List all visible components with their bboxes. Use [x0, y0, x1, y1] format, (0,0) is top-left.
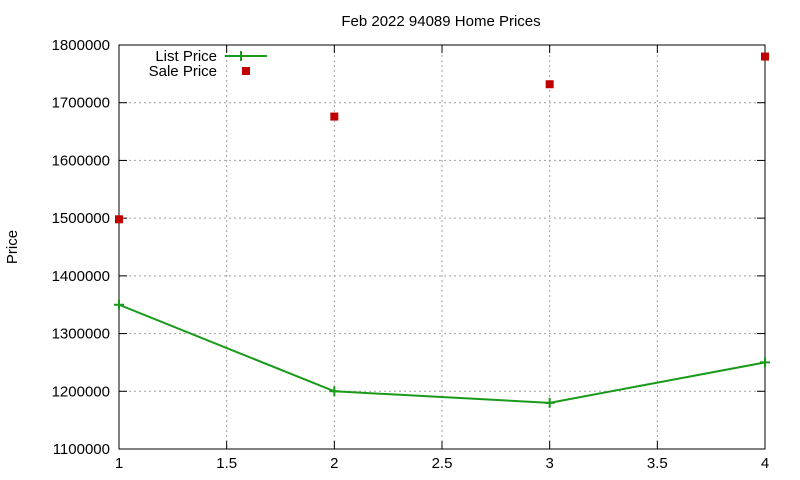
sale-price-point: [115, 215, 123, 224]
legend: List Price Sale Price: [149, 48, 267, 80]
x-tick-label: 3: [545, 455, 553, 472]
sale-price-point: [761, 52, 769, 61]
legend-label-sale-price: Sale Price: [149, 63, 217, 80]
chart-title: Feb 2022 94089 Home Prices: [341, 13, 540, 30]
axis-ticks: 1 1.5 2 2.5 3 3.5 4 1100000 1200000 1300000 140000…: [52, 37, 770, 472]
list-price-point: [760, 357, 770, 368]
x-tick-label: 2.5: [432, 455, 453, 472]
sale-price-point: [545, 80, 554, 89]
legend-swatch-list-price-marker: [236, 51, 246, 61]
y-tick-label: 1700000: [52, 95, 110, 112]
x-tick-label: 3.5: [647, 455, 668, 472]
y-axis-label: Price: [4, 230, 21, 264]
list-price-point: [114, 299, 124, 310]
list-price-point: [544, 397, 555, 408]
x-tick-label: 1.5: [216, 455, 237, 472]
x-tick-label: 1: [115, 455, 123, 472]
y-tick-label: 1100000: [53, 441, 110, 458]
y-tick-label: 1300000: [52, 326, 110, 343]
list-price-point: [329, 386, 340, 397]
series-layer: [114, 52, 770, 408]
y-tick-label: 1400000: [52, 268, 110, 285]
y-tick-label: 1200000: [52, 383, 110, 400]
x-tick-label: 2: [330, 455, 338, 472]
list-price-line: [118, 303, 766, 404]
legend-label-list-price: List Price: [155, 48, 217, 65]
y-tick-label: 1600000: [52, 152, 110, 169]
grid-lines: [119, 45, 765, 449]
y-tick-label: 1800000: [52, 37, 110, 54]
y-tick-label: 1500000: [52, 210, 110, 227]
legend-swatch-sale-price-marker: [242, 67, 250, 75]
sale-price-point: [330, 112, 339, 121]
x-tick-label: 4: [761, 455, 769, 472]
